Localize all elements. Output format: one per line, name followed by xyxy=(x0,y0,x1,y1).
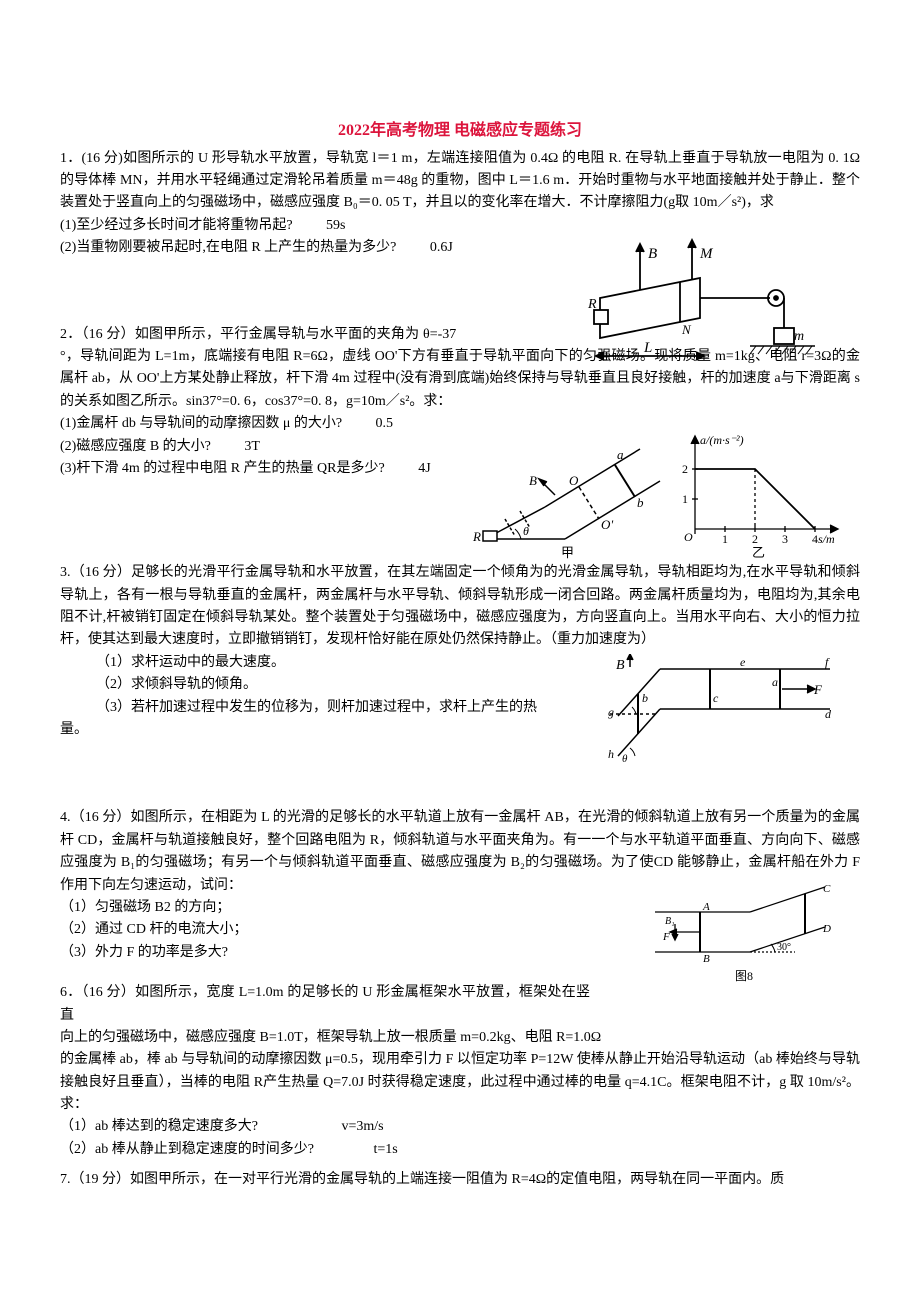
svg-text:O: O xyxy=(569,473,579,488)
problem-6: 6．（16 分）如图所示，宽度 L=1.0m 的足够长的 U 形金属框架水平放置… xyxy=(60,982,860,1161)
q2-label: (2)当重物刚要被吊起时,在电阻 R 上产生的热量为多少? xyxy=(60,240,396,255)
svg-text:c: c xyxy=(713,691,719,705)
svg-text:θ: θ xyxy=(622,753,628,765)
figure-2-right: a/(m·s⁻²) s/m 2 1 O 1 2 3 4 乙 xyxy=(670,429,845,559)
svg-text:D: D xyxy=(822,923,831,935)
svg-text:A: A xyxy=(702,901,710,913)
svg-text:R: R xyxy=(472,529,481,544)
q1-label: (1)至少经过多长时间才能将重物吊起? xyxy=(60,218,293,233)
page-title: 2022年高考物理 电磁感应专题练习 xyxy=(60,118,860,144)
svg-text:C: C xyxy=(823,883,831,895)
svg-text:2: 2 xyxy=(752,532,758,546)
problem-6-q1: （1）ab 棒达到的稳定速度多大? v=3m/s xyxy=(60,1116,860,1138)
p2q2-answer: 3T xyxy=(244,436,260,458)
svg-text:R: R xyxy=(587,297,597,312)
problem-4: 4.（16 分）如图所示，在相距为 L 的光滑的足够长的水平轨道上放有一金属杆 … xyxy=(60,807,860,974)
problem-3: 3.（16 分）足够长的光滑平行金属导轨和水平放置，在其左端固定一个倾角为的光滑… xyxy=(60,562,860,799)
svg-text:M: M xyxy=(699,246,714,262)
svg-text:f: f xyxy=(825,655,830,669)
problem-6-text-c: 的金属棒 ab，棒 ab 与导轨间的动摩擦因数 μ=0.5，现用牵引力 F 以恒… xyxy=(60,1049,860,1116)
figure-4: A B C D B₁ F 30° 图8 xyxy=(645,882,845,987)
problem-2-text: 2．（16 分）如图甲所示，平行金属导轨与水平面的夹角为 θ=-37 °，导轨间… xyxy=(60,324,860,414)
q2-answer: 0.6J xyxy=(430,237,453,259)
p6q2-label: （2）ab 棒从静止到稳定速度的时间多少? xyxy=(60,1142,314,1157)
problem-1-q1: (1)至少经过多长时间才能将重物吊起? 59s xyxy=(60,215,860,237)
svg-text:B: B xyxy=(616,658,625,673)
svg-text:B₁: B₁ xyxy=(665,916,675,927)
svg-text:4: 4 xyxy=(812,532,818,546)
svg-text:b: b xyxy=(642,691,648,705)
problem-3-q3a: （3）若杆加速过程中发生的位移为，则杆加速过程中，求杆上产生的热 xyxy=(60,697,560,719)
figure-3: c a F e f d b g h θ B xyxy=(600,654,835,769)
svg-text:e: e xyxy=(740,655,746,669)
svg-text:B: B xyxy=(529,473,537,488)
p2q1-label: (1)金属杆 db 与导轨间的动摩擦因数 μ 的大小? xyxy=(60,416,342,431)
problem-3-text: 3.（16 分）足够长的光滑平行金属导轨和水平放置，在其左端固定一个倾角为的光滑… xyxy=(60,562,860,652)
problem-6-q2: （2）ab 棒从静止到稳定速度的时间多少? t=1s xyxy=(60,1139,860,1161)
problem-7: 7.（19 分）如图甲所示，在一对平行光滑的金属导轨的上端连接一阻值为 R=4Ω… xyxy=(60,1169,860,1191)
svg-text:s/m: s/m xyxy=(818,532,835,546)
q1-answer: 59s xyxy=(326,215,345,237)
svg-text:g: g xyxy=(608,705,614,719)
svg-text:乙: 乙 xyxy=(752,545,765,559)
svg-text:a/(m·s⁻²): a/(m·s⁻²) xyxy=(700,433,744,447)
svg-text:B: B xyxy=(703,953,710,965)
svg-text:a: a xyxy=(617,447,624,462)
p2-head-a: 2．（16 分）如图甲所示，平行金属导轨与水平面的夹角为 θ=-37 xyxy=(60,327,456,342)
p6q2-answer: t=1s xyxy=(373,1142,397,1157)
p6q1-label: （1）ab 棒达到的稳定速度多大? xyxy=(60,1119,258,1134)
problem-7-text: 7.（19 分）如图甲所示，在一对平行光滑的金属导轨的上端连接一阻值为 R=4Ω… xyxy=(60,1169,860,1191)
svg-text:O: O xyxy=(684,530,693,544)
svg-text:甲: 甲 xyxy=(561,545,574,559)
p2q3-label: (3)杆下滑 4m 的过程中电阻 R 产生的热量 QR是多少? xyxy=(60,461,385,476)
svg-text:3: 3 xyxy=(782,532,788,546)
svg-text:1: 1 xyxy=(682,492,688,506)
problem-1-text: 1．(16 分)如图所示的 U 形导轨水平放置，导轨宽 l＝1 m，左端连接阻值… xyxy=(60,148,860,215)
svg-text:2: 2 xyxy=(682,462,688,476)
p6q1-answer: v=3m/s xyxy=(341,1119,383,1134)
svg-text:h: h xyxy=(608,747,614,761)
svg-text:F: F xyxy=(662,931,670,943)
svg-text:b: b xyxy=(637,495,644,510)
problem-6-text-a: 6．（16 分）如图所示，宽度 L=1.0m 的足够长的 U 形金属框架水平放置… xyxy=(60,982,590,1027)
svg-text:O': O' xyxy=(601,517,613,532)
svg-text:30°: 30° xyxy=(777,942,791,953)
svg-text:a: a xyxy=(772,675,778,689)
figure-2-left: a b O O' B R θ 甲 xyxy=(465,429,665,559)
p2q2-label: (2)磁感应强度 B 的大小? xyxy=(60,439,211,454)
svg-text:θ: θ xyxy=(523,524,529,538)
svg-text:B: B xyxy=(648,246,657,262)
svg-text:F: F xyxy=(813,682,823,697)
svg-text:d: d xyxy=(825,707,832,721)
p2q3-answer: 4J xyxy=(418,458,430,480)
p2-head-b: °，导轨间距为 L=1m，底端接有电阻 R=6Ω，虚线 OO'下方有垂直于导轨平… xyxy=(60,349,860,409)
problem-6-text-b: 向上的匀强磁场中，磁感应强度 B=1.0T，框架导轨上放一根质量 m=0.2kg… xyxy=(60,1027,630,1049)
p2q1-answer: 0.5 xyxy=(376,413,394,435)
problem-1: 1．(16 分)如图所示的 U 形导轨水平放置，导轨宽 l＝1 m，左端连接阻值… xyxy=(60,148,860,316)
problem-2: 2．（16 分）如图甲所示，平行金属导轨与水平面的夹角为 θ=-37 °，导轨间… xyxy=(60,324,860,555)
svg-text:1: 1 xyxy=(722,532,728,546)
